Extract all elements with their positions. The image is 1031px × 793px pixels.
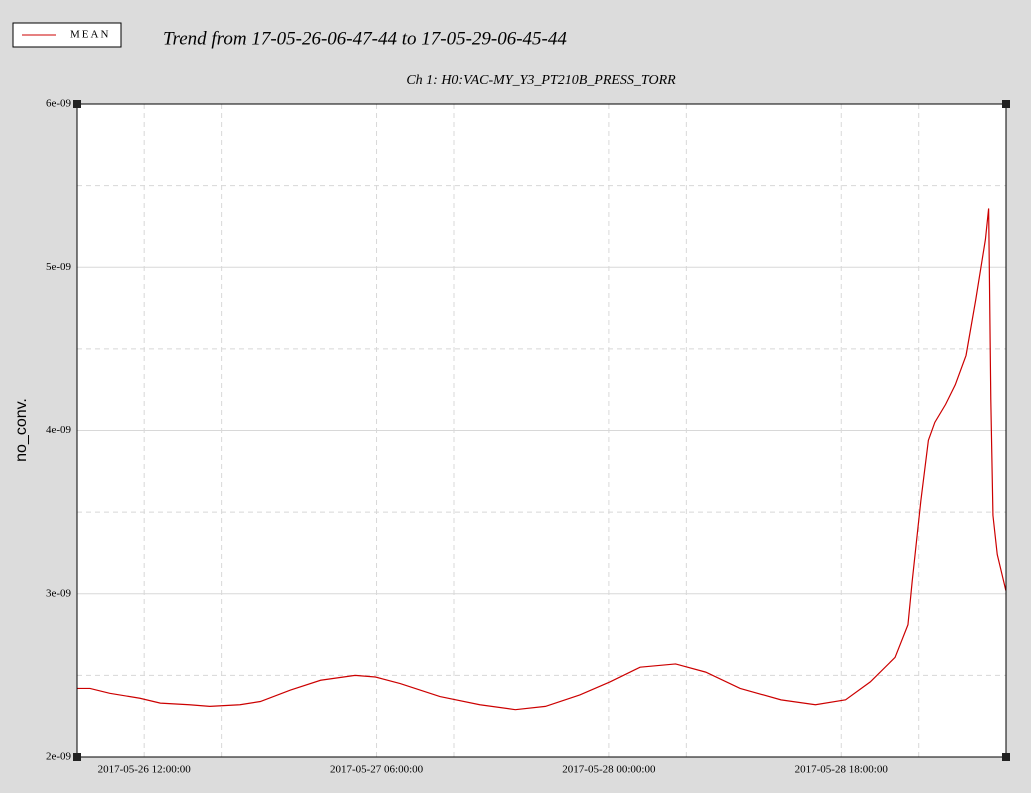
chart-subtitle: Ch 1: H0:VAC-MY_Y3_PT210B_PRESS_TORR: [406, 73, 676, 88]
corner: [1002, 100, 1010, 108]
x-tick-label: 2017-05-28 00:00:00: [562, 764, 656, 776]
y-tick-label: 3e-09: [46, 587, 72, 599]
y-tick-label: 5e-09: [46, 261, 72, 273]
x-tick-label: 2017-05-28 18:00:00: [795, 764, 889, 776]
y-axis-label: no_conv.: [13, 398, 30, 462]
chart-title: Trend from 17-05-26-06-47-44 to 17-05-29…: [163, 28, 567, 49]
corner: [1002, 753, 1010, 761]
y-tick-label: 4e-09: [46, 424, 72, 436]
x-tick-label: 2017-05-27 06:00:00: [330, 764, 424, 776]
data-line: [77, 208, 1007, 711]
y-tick-label: 6e-09: [46, 98, 72, 110]
marks: [77, 208, 1007, 711]
legend-label: MEAN: [70, 29, 110, 41]
corner: [73, 100, 81, 108]
y-tick-label: 2e-09: [46, 751, 72, 763]
corner: [73, 753, 81, 761]
plot-frame: [76, 103, 1007, 758]
x-tick-label: 2017-05-26 12:00:00: [98, 764, 192, 776]
